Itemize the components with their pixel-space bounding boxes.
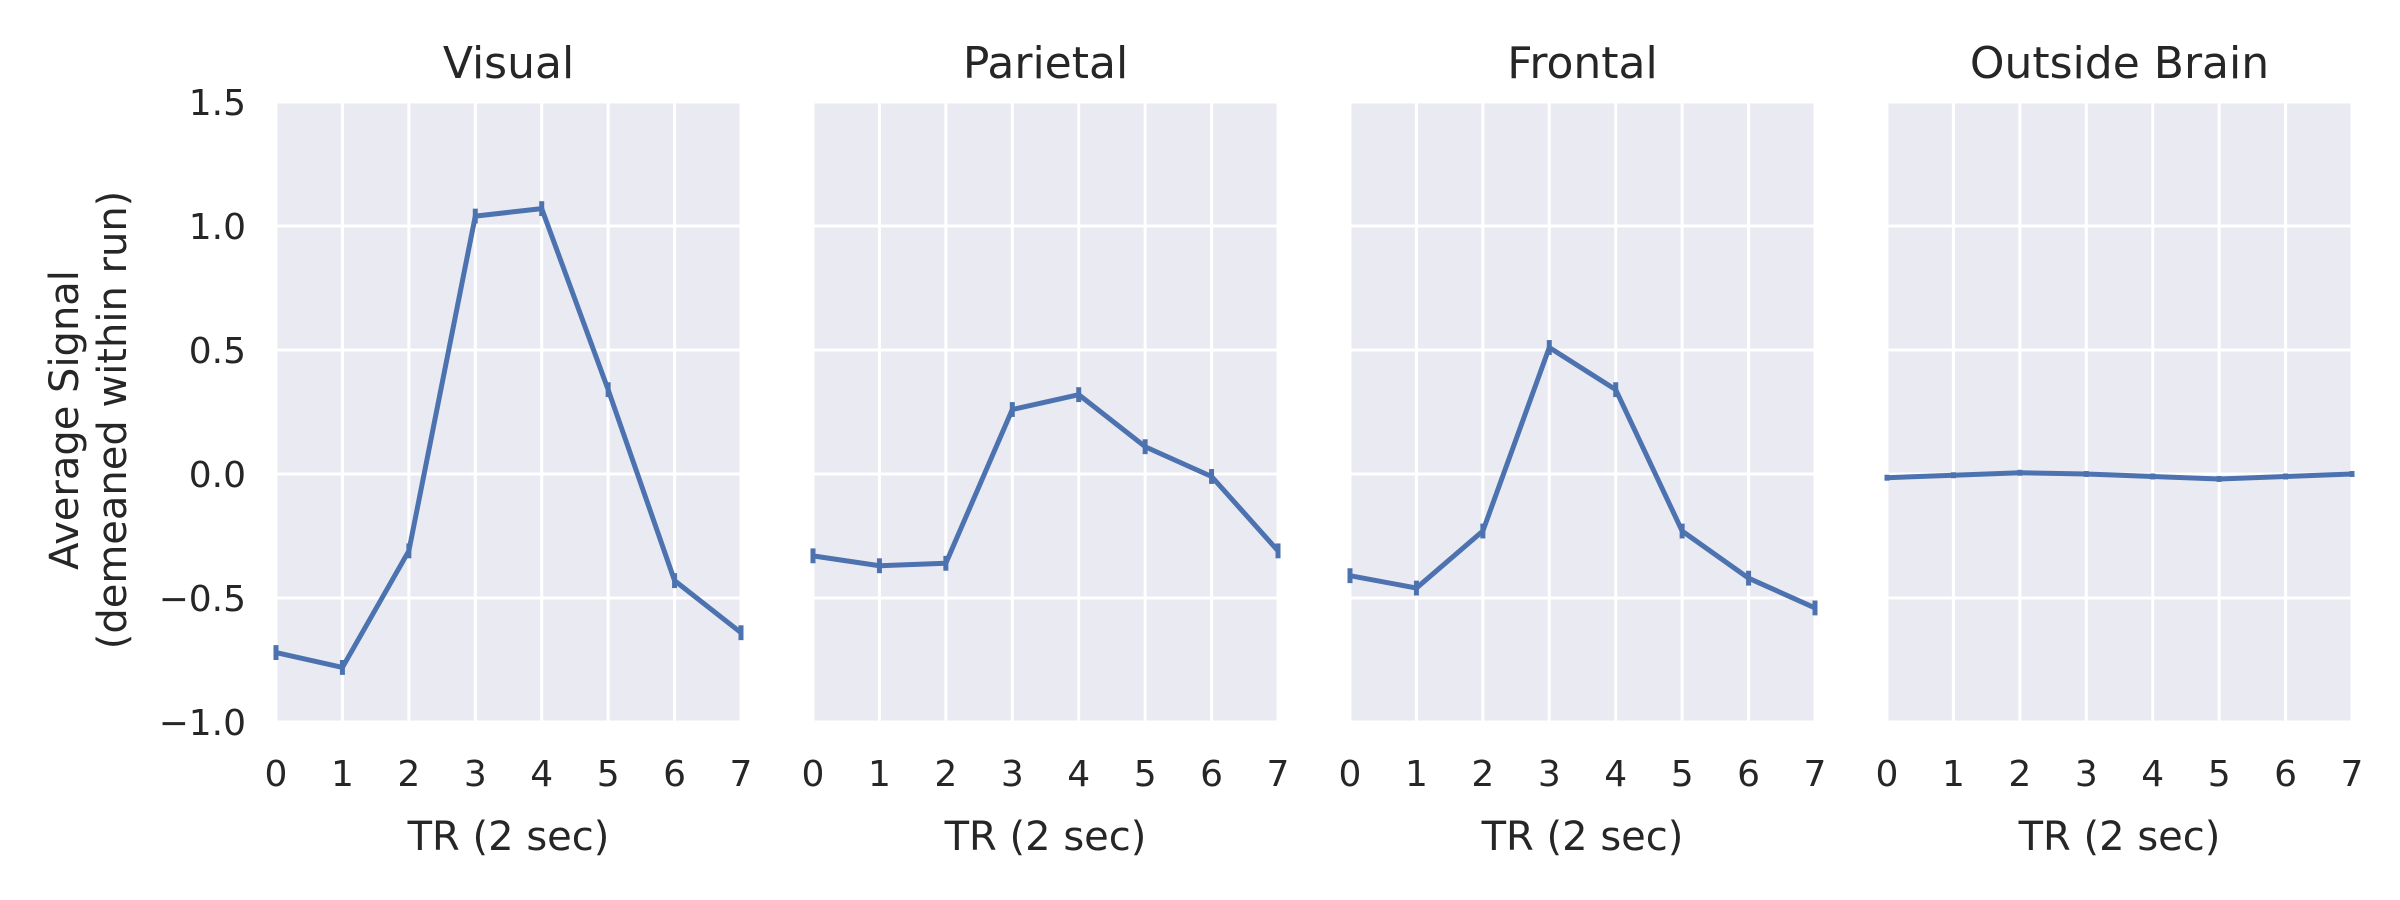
x-tick-label: 2 [2008,754,2031,795]
x-tick-label: 3 [464,754,487,795]
y-tick-label: 1.0 [189,207,246,248]
x-tick-label: 7 [1267,754,1290,795]
x-tick-label: 1 [868,754,891,795]
x-axis-label: TR (2 sec) [2018,814,2221,860]
x-axis-label: TR (2 sec) [407,814,610,860]
x-tick-label: 4 [2141,754,2164,795]
panel-background [813,102,1278,722]
x-tick-label: 7 [2341,754,2364,795]
x-tick-label: 1 [1942,754,1965,795]
x-tick-label: 1 [1405,754,1428,795]
x-tick-label: 2 [397,754,420,795]
panel-background [276,102,741,722]
panel-background [1350,102,1815,722]
panel-title: Visual [443,38,574,89]
x-tick-label: 5 [1134,754,1157,795]
x-tick-label: 7 [730,754,753,795]
x-tick-label: 6 [1737,754,1760,795]
x-tick-label: 2 [1471,754,1494,795]
x-axis-label: TR (2 sec) [1481,814,1684,860]
x-tick-label: 3 [2075,754,2098,795]
x-tick-label: 0 [265,754,288,795]
x-tick-label: 5 [2208,754,2231,795]
x-tick-label: 4 [1067,754,1090,795]
x-tick-label: 0 [802,754,825,795]
y-tick-label: 0.5 [189,331,246,372]
x-tick-label: 3 [1538,754,1561,795]
x-axis-label: TR (2 sec) [944,814,1147,860]
panel-title: Frontal [1507,38,1657,89]
y-tick-label: −1.0 [159,703,246,744]
x-tick-label: 4 [1604,754,1627,795]
y-tick-label: 0.0 [189,455,246,496]
x-tick-label: 0 [1339,754,1362,795]
x-tick-label: 7 [1804,754,1827,795]
series-line [275,206,743,670]
x-tick-label: 0 [1876,754,1899,795]
panel-title: Parietal [963,38,1128,89]
series-line [1349,345,1817,611]
y-axis-label-line1: Average Signal [42,270,88,570]
x-tick-label: 5 [597,754,620,795]
panel-title: Outside Brain [1970,38,2269,89]
series-line [812,392,1280,569]
y-axis-label-line2: (demeaned within run) [90,191,136,650]
x-tick-label: 4 [530,754,553,795]
x-tick-label: 6 [663,754,686,795]
x-tick-label: 5 [1671,754,1694,795]
x-tick-label: 1 [331,754,354,795]
x-tick-label: 6 [2274,754,2297,795]
y-tick-label: −0.5 [159,579,246,620]
x-tick-label: 6 [1200,754,1223,795]
x-tick-label: 2 [934,754,957,795]
series-line [1886,470,2353,482]
y-tick-label: 1.5 [189,83,246,124]
x-tick-label: 3 [1001,754,1024,795]
panel-background [1887,102,2352,722]
